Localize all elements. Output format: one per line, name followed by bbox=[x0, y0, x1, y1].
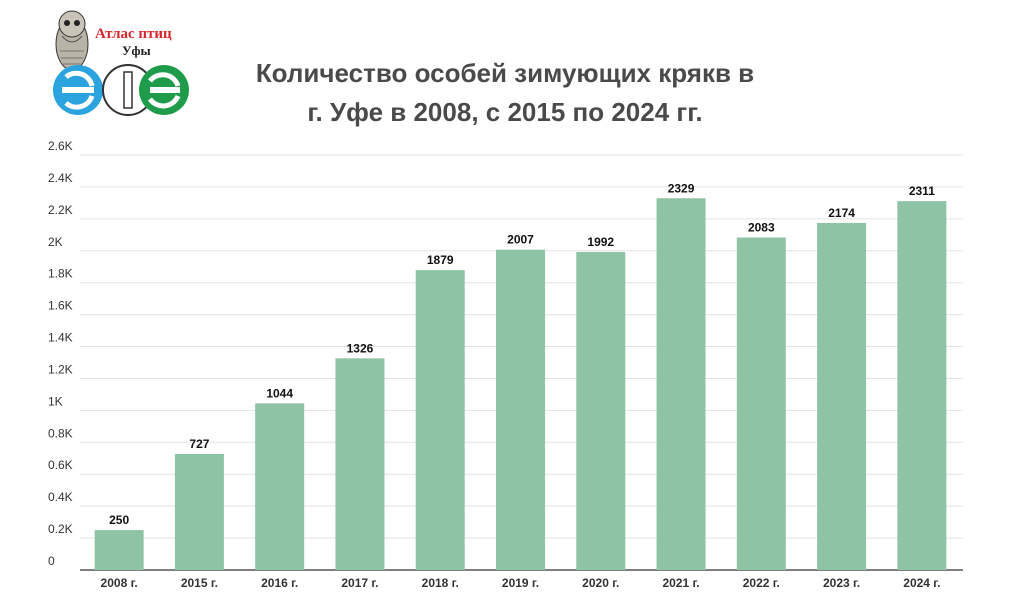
bar bbox=[174, 453, 224, 570]
owl-logo-icon bbox=[53, 10, 189, 116]
y-tick-label: 1.6K bbox=[48, 299, 73, 313]
x-tick-label: 2020 г. bbox=[582, 576, 619, 590]
bar bbox=[496, 249, 545, 570]
logo-subtitle: Уфы bbox=[122, 43, 151, 58]
data-label: 1044 bbox=[266, 386, 293, 400]
bar bbox=[656, 198, 706, 570]
x-tick-label: 2023 г. bbox=[823, 576, 860, 590]
data-label: 2083 bbox=[748, 221, 775, 235]
data-label: 727 bbox=[189, 437, 209, 451]
bar bbox=[736, 237, 786, 570]
x-tick-label: 2024 г. bbox=[903, 576, 940, 590]
bar bbox=[94, 530, 144, 570]
atlas-logo: Атлас птиц Уфы bbox=[40, 6, 200, 120]
bar bbox=[817, 222, 867, 570]
y-tick-label: 1.8K bbox=[48, 267, 73, 281]
bar bbox=[576, 252, 626, 571]
data-label: 1326 bbox=[347, 341, 374, 355]
x-tick-label: 2017 г. bbox=[341, 576, 378, 590]
data-label: 2174 bbox=[828, 206, 855, 220]
x-tick-label: 2021 г. bbox=[662, 576, 699, 590]
y-tick-label: 1.2K bbox=[48, 362, 73, 376]
y-tick-label: 0 bbox=[48, 554, 55, 568]
data-label: 1879 bbox=[427, 253, 454, 267]
bar bbox=[335, 358, 385, 570]
y-tick-label: 0.4K bbox=[48, 490, 73, 504]
data-label: 2329 bbox=[668, 181, 695, 195]
y-tick-label: 2.4K bbox=[48, 171, 73, 185]
chart-title: Количество особей зимующих крякв в г. Уф… bbox=[180, 54, 830, 132]
y-tick-label: 0.6K bbox=[48, 458, 73, 472]
y-tick-label: 2K bbox=[48, 235, 63, 249]
x-tick-label: 2018 г. bbox=[422, 576, 459, 590]
bar bbox=[897, 201, 947, 570]
y-tick-label: 2.6K bbox=[48, 139, 73, 153]
bar bbox=[415, 270, 465, 570]
y-tick-label: 1K bbox=[48, 394, 63, 408]
x-tick-label: 2016 г. bbox=[261, 576, 298, 590]
data-label: 2311 bbox=[909, 184, 935, 198]
y-tick-label: 0.8K bbox=[48, 426, 73, 440]
x-tick-label: 2022 г. bbox=[743, 576, 780, 590]
chart-title-line-2: г. Уфе в 2008, с 2015 по 2024 гг. bbox=[307, 97, 703, 127]
logo-title: Атлас птиц bbox=[95, 26, 172, 42]
y-tick-label: 2.2K bbox=[48, 203, 73, 217]
data-label: 1992 bbox=[587, 235, 614, 249]
x-tick-label: 2008 г. bbox=[101, 576, 138, 590]
bar bbox=[255, 403, 305, 570]
y-tick-label: 0.2K bbox=[48, 522, 73, 536]
chart-title-line-1: Количество особей зимующих крякв в bbox=[255, 58, 755, 88]
y-tick-label: 1.4K bbox=[48, 331, 73, 345]
x-tick-label: 2015 г. bbox=[181, 576, 218, 590]
data-label: 2007 bbox=[507, 233, 534, 247]
data-label: 250 bbox=[109, 513, 129, 527]
x-tick-label: 2019 г. bbox=[502, 576, 539, 590]
